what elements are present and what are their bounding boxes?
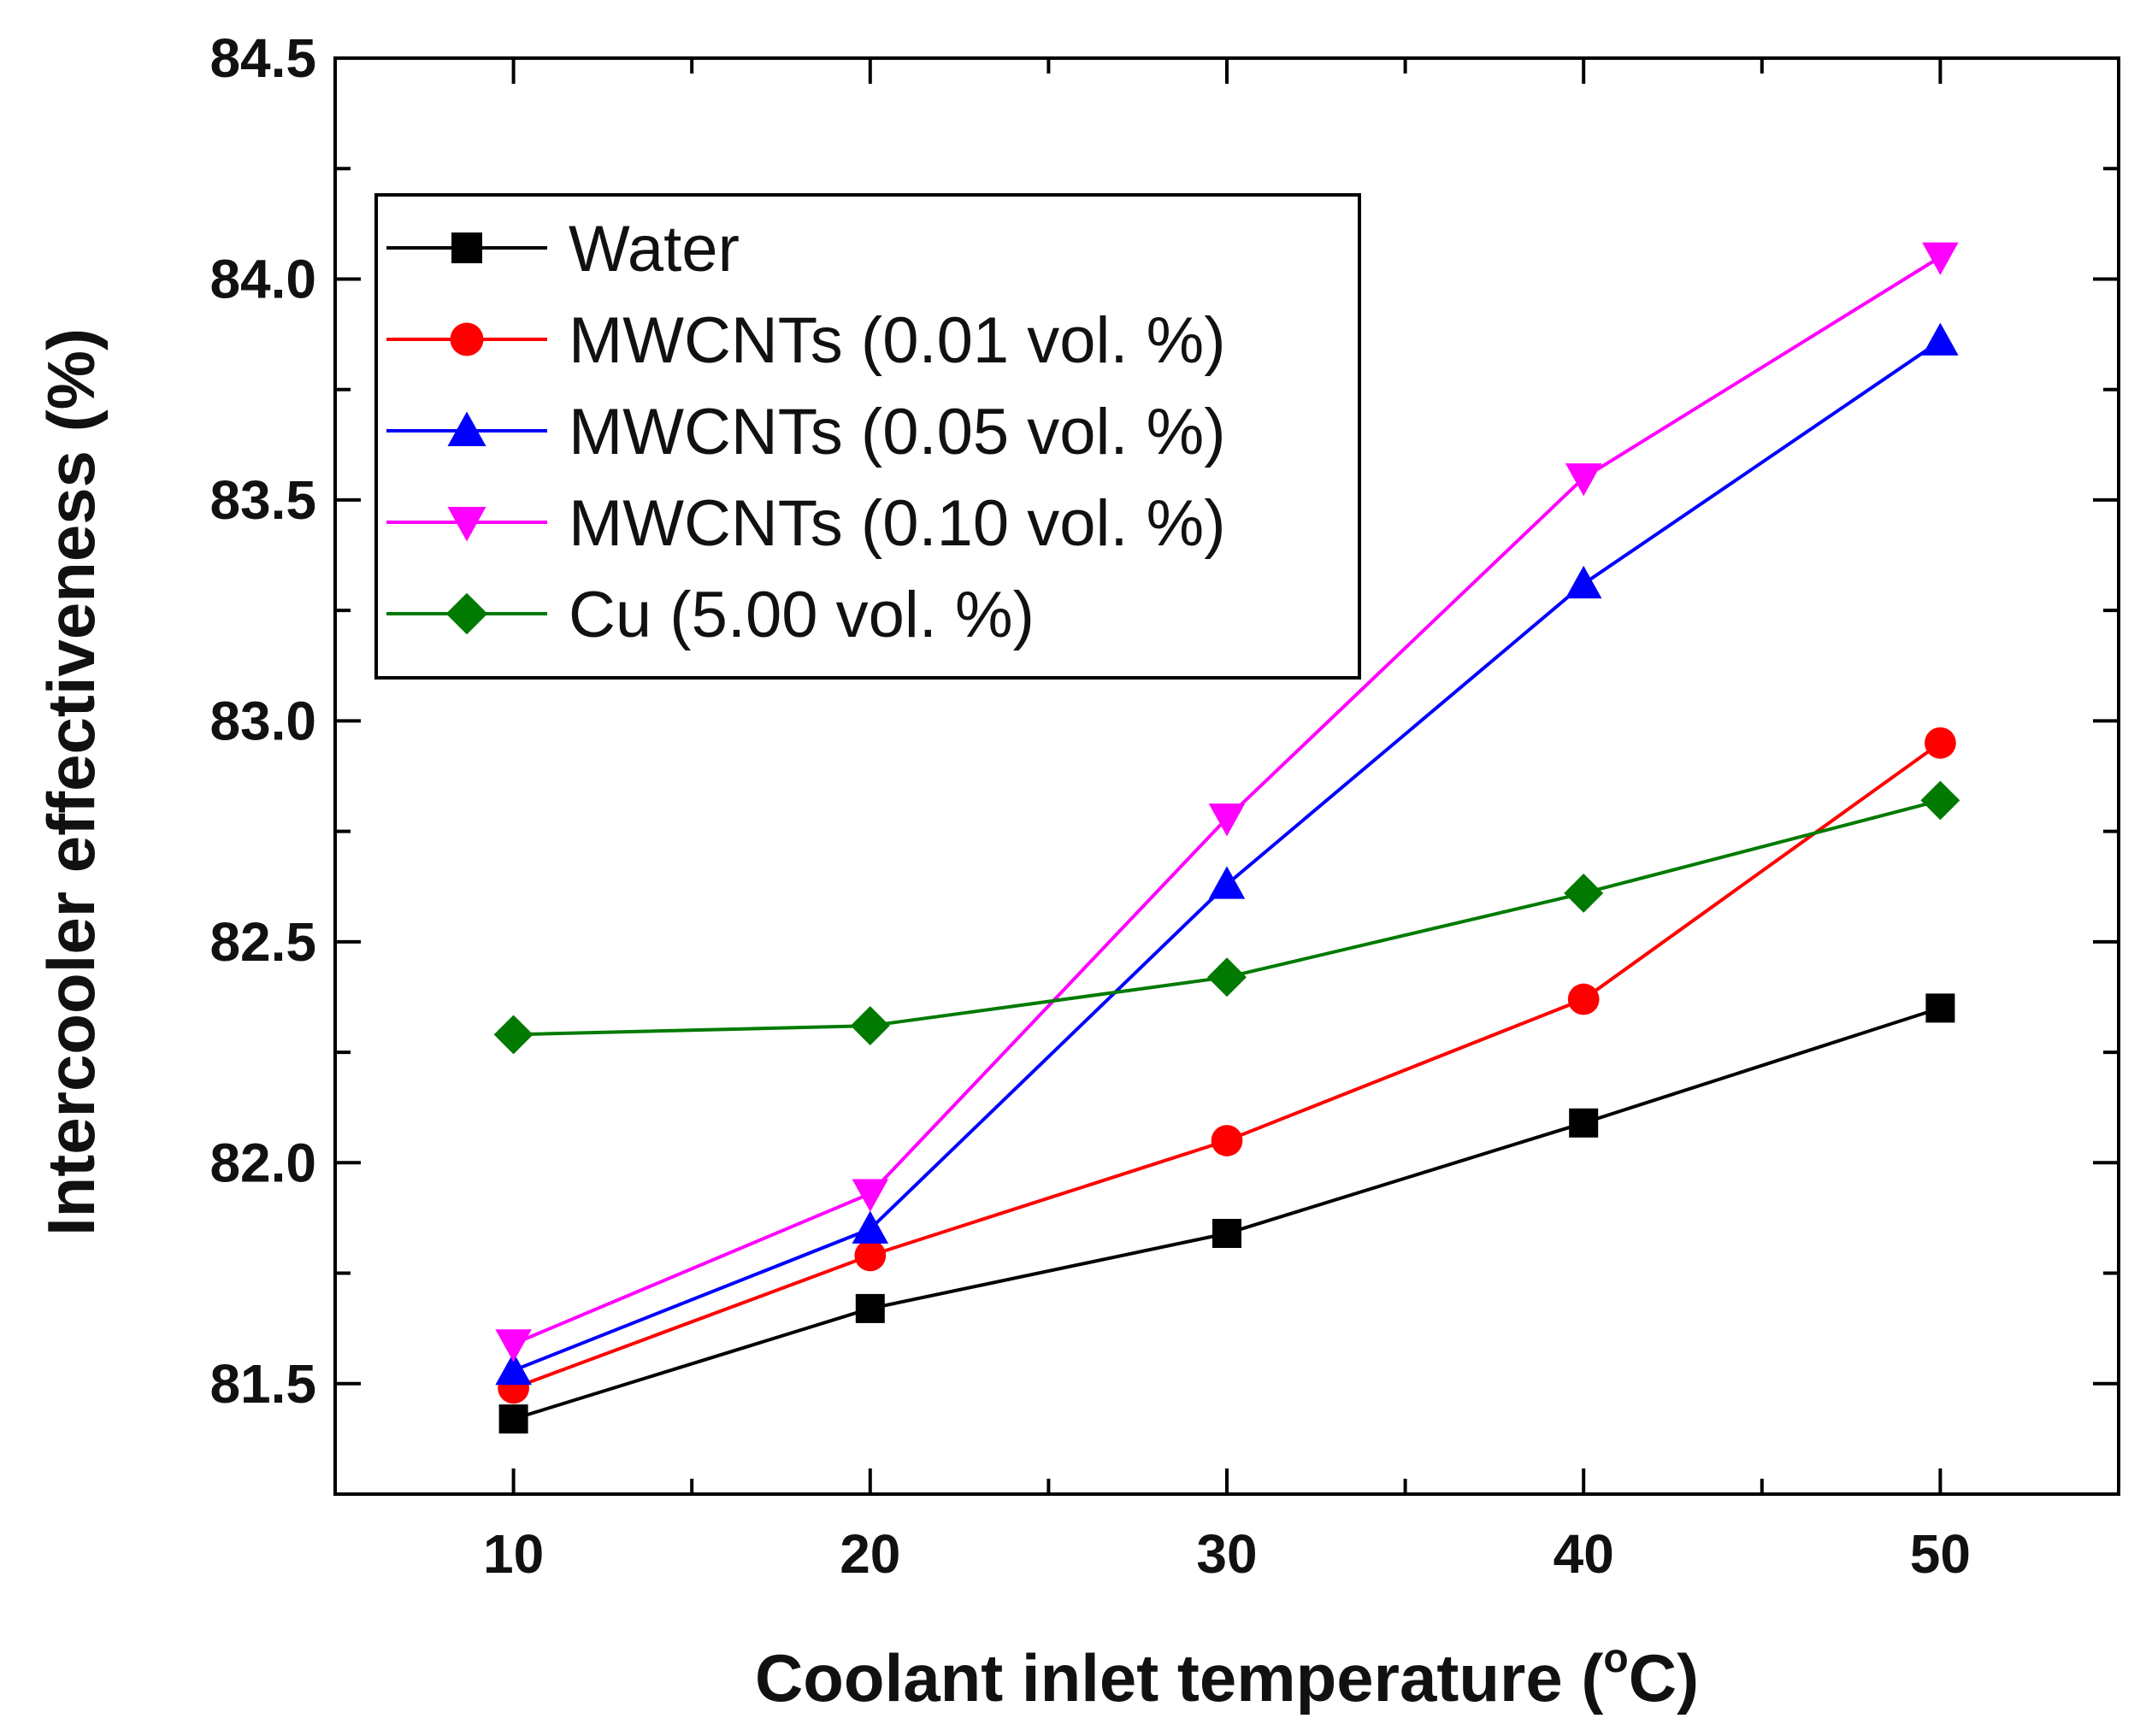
series-5 — [493, 780, 1960, 1055]
legend-box — [374, 193, 1361, 680]
data-point — [1564, 874, 1604, 913]
legend: Water MWCNTs (0.01 vol. %) MWCNTs (0.05 vo… — [374, 193, 1361, 680]
series-1 — [498, 993, 1955, 1434]
x-tick-label: 10 — [483, 1523, 544, 1585]
data-point — [855, 1293, 885, 1323]
data-point — [850, 1006, 890, 1046]
legend-entry: MWCNTs (0.05 vol. %) — [386, 396, 1226, 468]
legend-marker — [451, 232, 482, 263]
data-point — [1925, 993, 1955, 1023]
data-point — [1565, 565, 1602, 599]
x-axis-title: Coolant inlet temperature (oC) — [755, 1636, 1699, 1715]
data-point — [498, 1404, 528, 1434]
data-point — [1207, 957, 1247, 997]
x-tick-label: 40 — [1553, 1523, 1614, 1585]
legend-marker — [445, 592, 488, 635]
data-point — [1920, 780, 1960, 821]
legend-marker — [447, 507, 486, 542]
legend-label: MWCNTs (0.10 vol. %) — [569, 487, 1226, 560]
x-tick-label: 50 — [1910, 1523, 1971, 1585]
data-point — [1922, 242, 1959, 275]
y-tick-label: 82.5 — [209, 911, 316, 973]
legend-entry: MWCNTs (0.10 vol. %) — [386, 487, 1226, 560]
data-point — [1567, 983, 1600, 1015]
legend-marker — [450, 322, 484, 356]
y-tick-label: 83.0 — [209, 690, 316, 751]
series-4 — [495, 242, 1959, 1362]
data-point — [493, 1015, 534, 1055]
legend-entry: Cu (5.00 vol. %) — [386, 579, 1035, 651]
data-point — [1925, 727, 1956, 759]
plot-area — [493, 242, 1960, 1434]
series-line — [513, 1006, 1942, 1421]
data-point — [1208, 803, 1246, 837]
y-tick-label: 81.5 — [209, 1353, 316, 1415]
legend-label: Water — [569, 213, 740, 285]
data-point — [1922, 322, 1959, 356]
data-point — [495, 1352, 532, 1386]
x-tick-label: 30 — [1196, 1523, 1257, 1585]
legend-label: Cu (5.00 vol. %) — [569, 579, 1035, 651]
legend-entry: Water — [386, 213, 740, 285]
y-tick-label: 84.0 — [209, 248, 316, 309]
data-point — [495, 1329, 532, 1362]
series-line — [512, 741, 1942, 1390]
data-point — [854, 1239, 887, 1272]
axes: 10 20 30 40 50 81.5 82.0 82.5 83.0 83.5 84.0 84.5 — [209, 27, 2120, 1585]
data-point — [1569, 1108, 1599, 1138]
data-point — [1212, 1219, 1241, 1249]
data-point — [1208, 866, 1246, 899]
data-point — [1565, 463, 1602, 497]
legend-marker — [447, 411, 486, 446]
y-tick-label: 82.0 — [209, 1132, 316, 1193]
legend-entry: MWCNTs (0.01 vol. %) — [386, 304, 1226, 377]
legend-label: MWCNTs (0.01 vol. %) — [569, 304, 1226, 377]
series-3 — [495, 322, 1959, 1386]
y-axis-title: Intercooler effectiveness (%) — [33, 328, 109, 1236]
y-tick-label: 84.5 — [209, 27, 316, 89]
data-point — [852, 1179, 889, 1212]
y-tick-label: 83.5 — [209, 469, 316, 531]
data-point — [852, 1210, 889, 1244]
x-tick-label: 20 — [840, 1523, 900, 1585]
legend-label: MWCNTs (0.05 vol. %) — [569, 396, 1226, 468]
data-point — [1211, 1125, 1243, 1156]
